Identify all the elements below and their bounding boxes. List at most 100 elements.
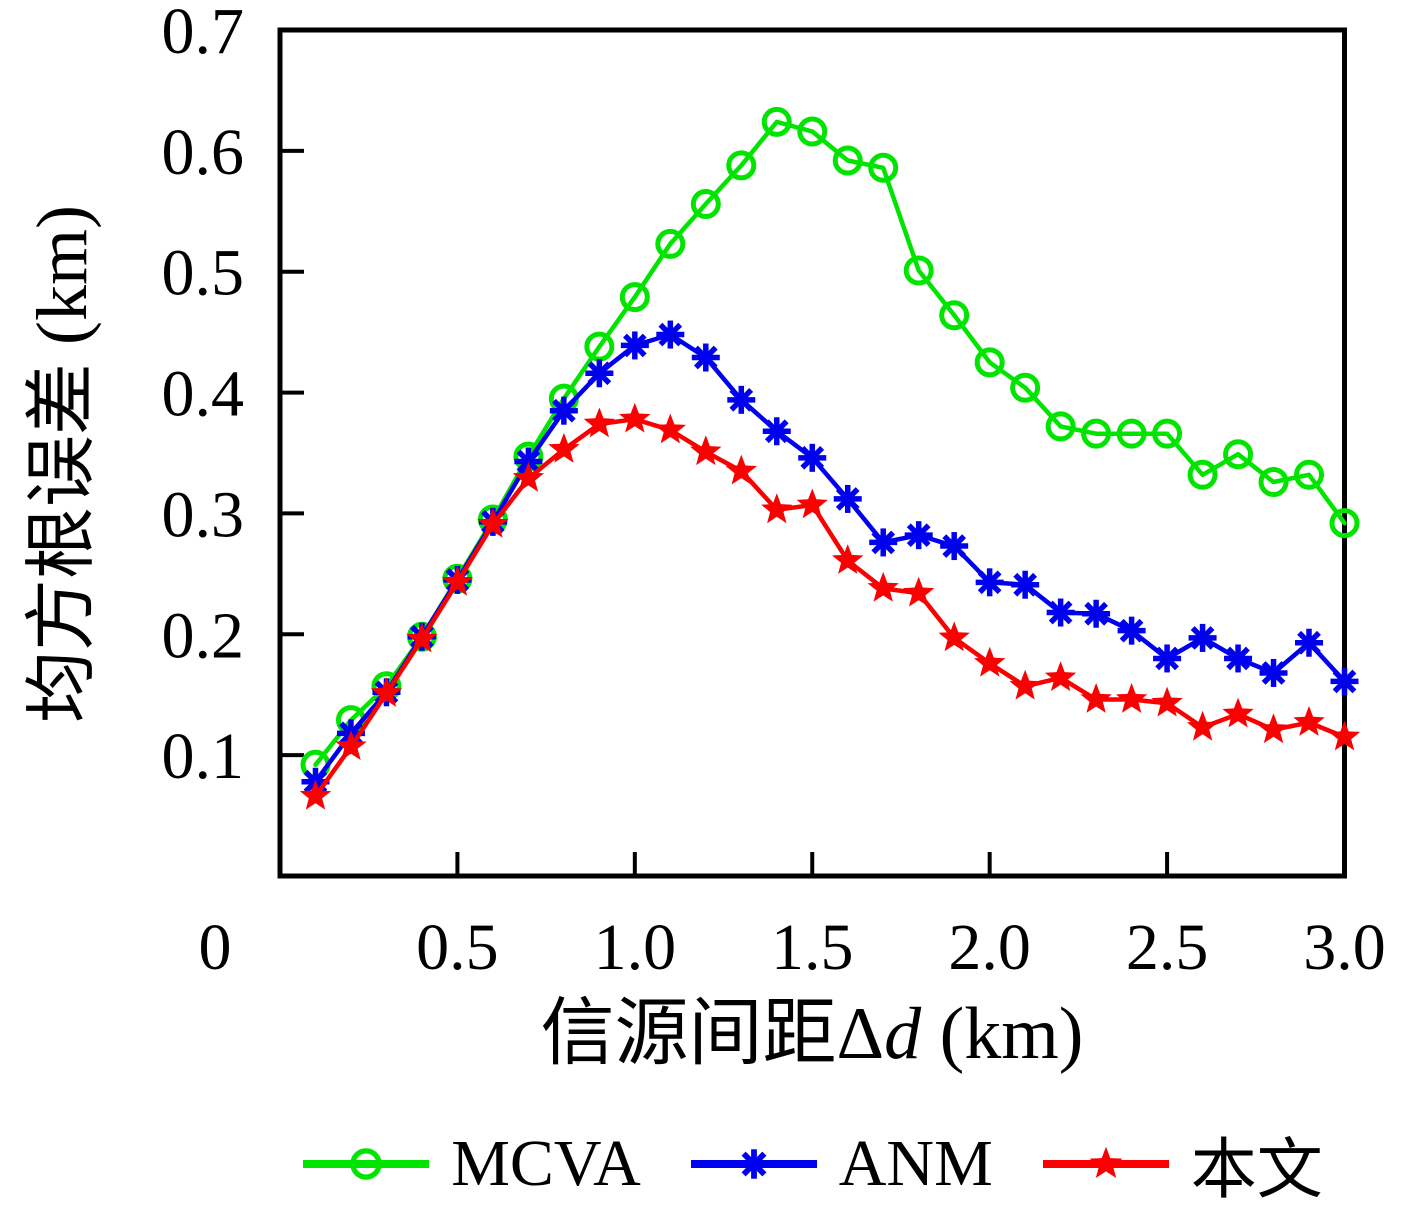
y-tick-label: 0.7 — [162, 0, 245, 68]
x-axis-label-variable: d — [884, 993, 922, 1075]
plot-border — [277, 27, 1347, 879]
marker-mcva — [584, 331, 615, 362]
marker-anm — [691, 343, 720, 372]
legend-sample-mcva — [303, 1148, 430, 1180]
x-tick-label: 2.5 — [1126, 911, 1209, 984]
marker-benwen — [370, 677, 403, 707]
marker-benwen — [1009, 669, 1041, 700]
marker-anm — [833, 484, 862, 513]
legend-label-mcva: MCVA — [451, 1127, 641, 1200]
legend-sample-benwen — [1042, 1146, 1169, 1178]
x-axis-label: 信源间距Δd (km) — [412, 986, 1212, 1082]
x-tick-label: 2.0 — [948, 911, 1031, 984]
marker-anm — [1011, 570, 1040, 599]
marker-mcva — [1045, 411, 1076, 442]
marker-benwen — [938, 621, 970, 652]
x-tick-label: 1.5 — [771, 911, 854, 984]
marker-mcva — [1294, 459, 1325, 490]
marker-benwen — [1222, 697, 1254, 728]
legend-marker-anm — [739, 1149, 769, 1179]
x-tick-label: 1.0 — [594, 911, 677, 984]
marker-anm — [1082, 599, 1111, 628]
marker-benwen — [1257, 713, 1290, 744]
marker-mcva — [974, 347, 1005, 378]
marker-benwen — [1151, 686, 1183, 717]
marker-mcva — [1081, 418, 1112, 449]
marker-mcva — [1258, 467, 1289, 498]
marker-benwen — [512, 461, 545, 492]
marker-anm — [1046, 598, 1075, 627]
marker-benwen — [548, 432, 580, 463]
legend-label-benwen: 本文 — [1190, 1134, 1323, 1207]
series-mcva-line — [313, 119, 1347, 768]
marker-anm — [904, 521, 933, 550]
marker-anm — [1330, 667, 1359, 696]
series-mcva — [300, 106, 1360, 780]
x-tick-label: 0.5 — [416, 911, 499, 984]
marker-benwen — [725, 454, 757, 485]
marker-benwen — [477, 507, 509, 538]
marker-anm — [585, 359, 614, 388]
marker-benwen — [335, 730, 367, 760]
marker-benwen — [903, 576, 935, 607]
marker-benwen — [761, 493, 793, 524]
marker-benwen — [619, 402, 651, 433]
y-tick-label: 0.5 — [162, 237, 245, 310]
marker-mcva — [939, 300, 970, 331]
marker-benwen — [1186, 710, 1219, 741]
marker-benwen — [1080, 683, 1112, 713]
marker-benwen — [796, 488, 828, 519]
marker-anm — [975, 568, 1004, 597]
marker-benwen — [299, 779, 332, 810]
marker-mcva — [690, 189, 721, 220]
marker-anm — [656, 320, 685, 349]
marker-mcva — [868, 152, 899, 183]
marker-anm — [798, 443, 827, 472]
legend-item-anm: ANM — [689, 1126, 993, 1202]
legend-item-benwen: 本文 — [1041, 1116, 1323, 1212]
marker-benwen — [441, 565, 474, 596]
marker-benwen — [690, 435, 722, 466]
legend: MCVA ANM 本文 — [278, 1118, 1346, 1210]
marker-anm — [762, 417, 791, 446]
y-tick-label: 0.4 — [162, 358, 245, 431]
marker-benwen — [867, 571, 899, 602]
marker-mcva — [1116, 418, 1147, 449]
marker-benwen — [654, 413, 686, 444]
marker-benwen — [832, 544, 864, 574]
marker-anm — [1153, 644, 1182, 673]
series-benwen — [299, 402, 1361, 810]
marker-benwen — [1044, 661, 1077, 692]
marker-benwen — [1115, 683, 1148, 713]
y-tick-label: 0.1 — [162, 720, 245, 793]
marker-anm — [549, 396, 578, 425]
y-tick-label: 0.6 — [162, 116, 245, 189]
marker-anm — [1224, 644, 1253, 673]
marker-anm — [869, 528, 898, 557]
x-axis-label-unit: (km) — [921, 993, 1084, 1075]
marker-anm — [727, 385, 756, 414]
marker-mcva — [1329, 508, 1360, 539]
marker-benwen — [1293, 706, 1325, 736]
legend-marker-benwen — [1089, 1146, 1123, 1178]
marker-mcva — [726, 150, 757, 181]
marker-mcva — [619, 282, 650, 313]
marker-mcva — [1010, 372, 1041, 403]
marker-anm — [1188, 623, 1217, 652]
marker-mcva — [832, 145, 863, 176]
y-tick-label: 0.2 — [162, 599, 245, 672]
x-tick-label: 3.0 — [1303, 911, 1386, 984]
marker-mcva — [797, 116, 828, 147]
marker-mcva — [1187, 459, 1218, 490]
y-tick-label: 0.3 — [162, 478, 245, 551]
legend-marker-mcva — [350, 1148, 382, 1180]
x-tick-label: 0 — [199, 911, 232, 984]
marker-benwen — [974, 646, 1006, 677]
marker-mcva — [903, 255, 934, 286]
marker-anm — [1259, 658, 1288, 687]
marker-anm — [1295, 628, 1324, 657]
y-axis-label: 均方根误差 (km) — [22, 205, 102, 723]
marker-anm — [940, 532, 969, 561]
legend-item-mcva: MCVA — [301, 1126, 641, 1202]
